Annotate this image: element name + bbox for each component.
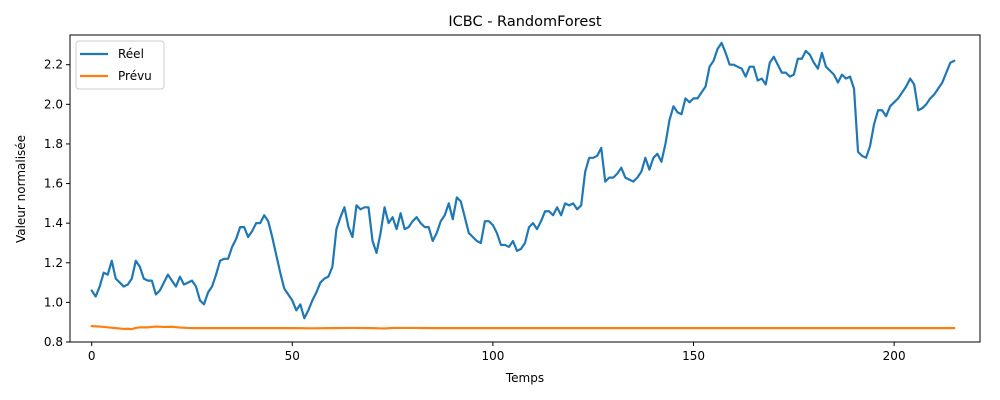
x-tick-label: 0 [88, 349, 96, 363]
plot-frame [69, 34, 981, 343]
x-axis: 0 50 100 150 200 [88, 342, 906, 363]
y-tick-label: 1.8 [44, 137, 63, 151]
x-tick-label: 150 [682, 349, 705, 363]
legend: Réel Prévu [75, 40, 165, 90]
y-axis-label: Valeur normalisée [14, 135, 28, 243]
x-tick-label: 50 [285, 349, 300, 363]
legend-label: Prévu [118, 69, 152, 83]
plot-area [69, 34, 981, 343]
x-tick-label: 200 [883, 349, 906, 363]
y-tick-label: 1.0 [44, 295, 63, 309]
y-tick-label: 1.6 [44, 177, 63, 191]
y-tick-label: 2.2 [44, 58, 63, 72]
x-axis-label: Temps [505, 371, 544, 385]
y-tick-label: 1.4 [44, 216, 63, 230]
series-line-prevu [90, 325, 956, 331]
series-line-reel [90, 41, 956, 320]
y-axis: 0.8 1.0 1.2 1.4 1.6 1.8 2.0 2.2 [44, 58, 70, 349]
y-tick-label: 1.2 [44, 256, 63, 270]
y-tick-label: 0.8 [44, 335, 63, 349]
x-tick-label: 100 [481, 349, 504, 363]
y-tick-label: 2.0 [44, 97, 63, 111]
legend-label: Réel [118, 47, 144, 61]
chart-title: ICBC - RandomForest [448, 14, 602, 30]
